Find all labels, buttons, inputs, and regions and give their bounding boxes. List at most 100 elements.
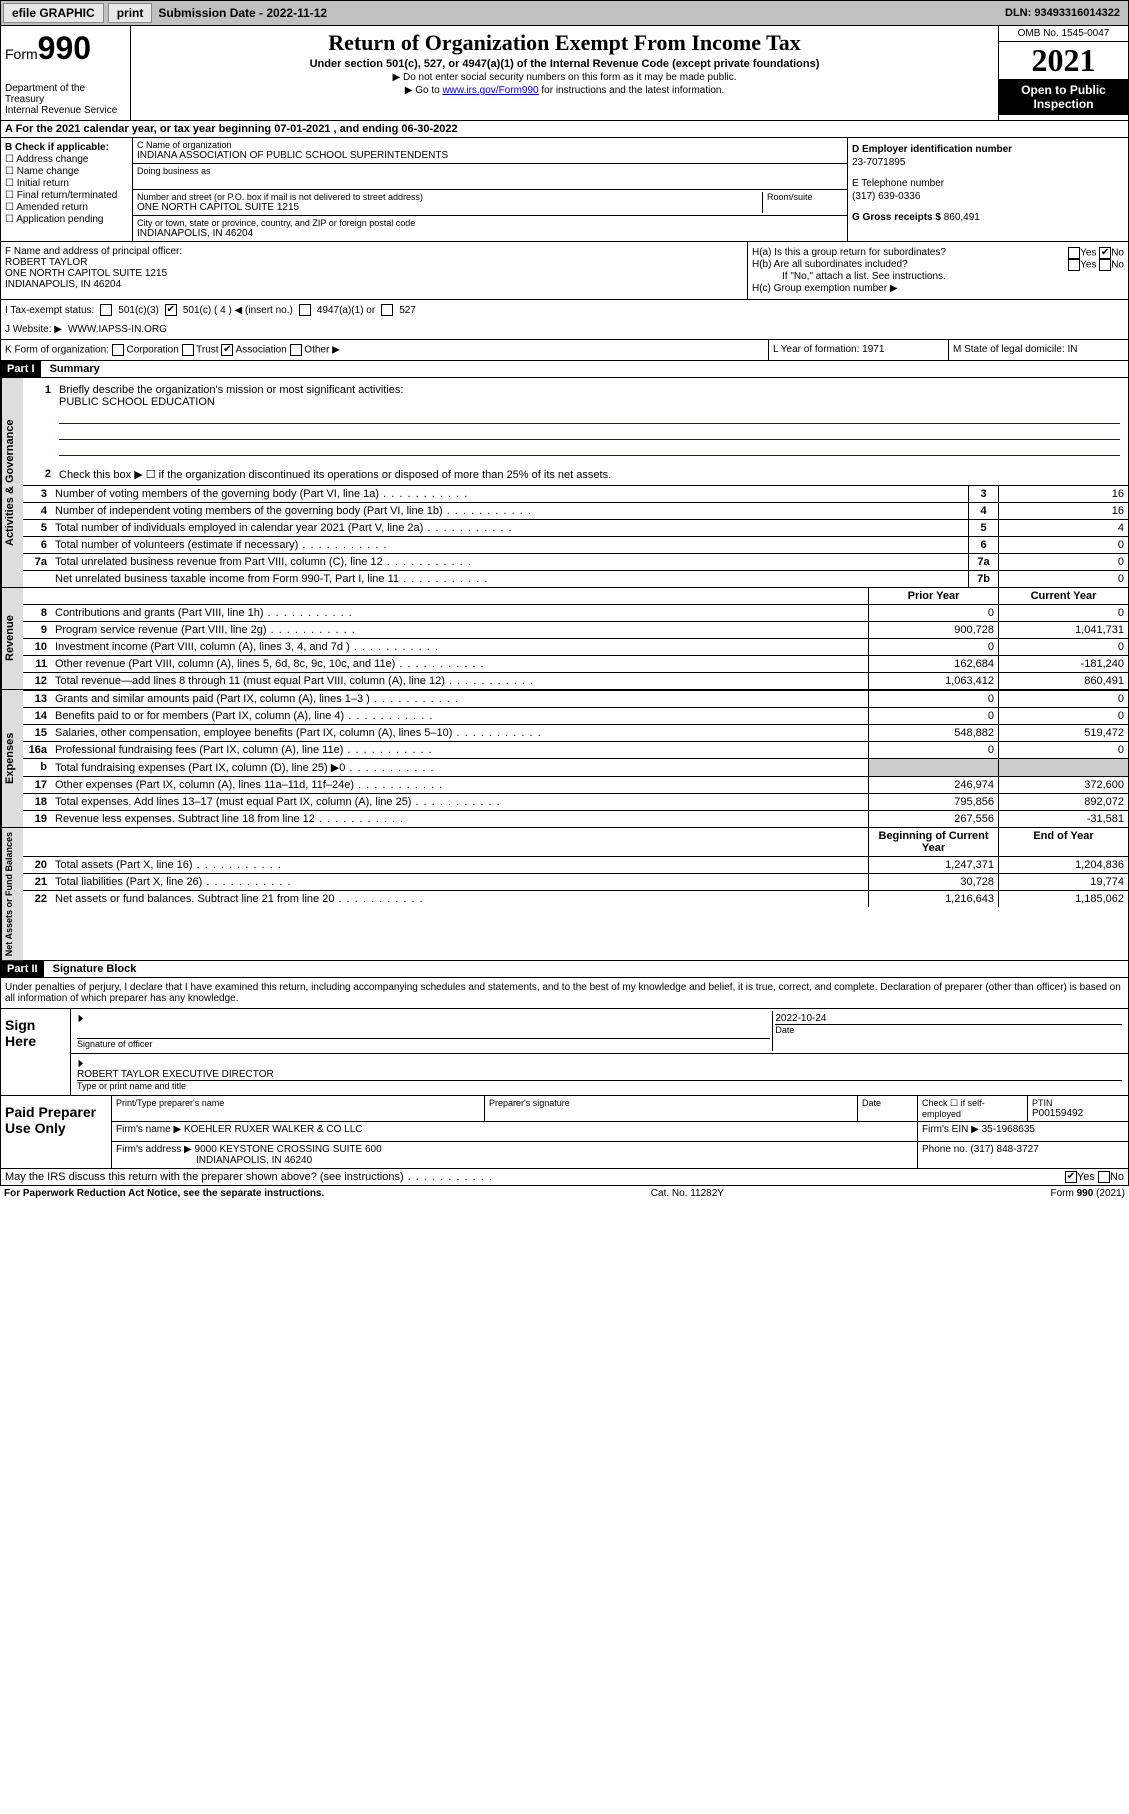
ha-yes[interactable] <box>1068 247 1080 259</box>
top-toolbar: efile GRAPHIC print Submission Date - 20… <box>0 0 1129 26</box>
form-title: Return of Organization Exempt From Incom… <box>135 30 994 56</box>
hc-label: H(c) Group exemption number ▶ <box>752 283 1124 294</box>
summary-row: 21Total liabilities (Part X, line 26)30,… <box>23 873 1128 890</box>
org-name-label: C Name of organization <box>137 140 843 150</box>
dln-label: DLN: 93493316014322 <box>331 7 1128 19</box>
summary-row: 17Other expenses (Part IX, column (A), l… <box>23 776 1128 793</box>
hb-yes[interactable] <box>1068 259 1080 271</box>
vtab-net-assets: Net Assets or Fund Balances <box>1 828 23 960</box>
goto-line: ▶ Go to www.irs.gov/Form990 for instruct… <box>135 85 994 96</box>
summary-row: Net unrelated business taxable income fr… <box>23 570 1128 587</box>
box-m: M State of legal domicile: IN <box>948 340 1128 360</box>
suite-label: Room/suite <box>767 192 843 202</box>
section-fh: F Name and address of principal officer:… <box>0 242 1129 300</box>
header-left: Form990 Department of the Treasury Inter… <box>1 26 131 120</box>
gross-receipts-label: G Gross receipts $ <box>852 212 941 223</box>
firm-name: KOEHLER RUXER WALKER & CO LLC <box>184 1124 363 1135</box>
boy-header: Beginning of Current Year <box>868 828 998 856</box>
chk-assoc[interactable]: ✔ <box>221 344 233 356</box>
chk-address-change[interactable]: ☐ Address change <box>5 154 128 165</box>
website-label: J Website: ▶ <box>5 324 62 335</box>
part-i-body: Activities & Governance 1Briefly describ… <box>0 378 1129 961</box>
revenue-section: Prior YearCurrent Year 8Contributions an… <box>23 588 1128 689</box>
part-i-title: Summary <box>44 361 106 377</box>
line-2: Check this box ▶ ☐ if the organization d… <box>55 466 1124 483</box>
chk-initial-return[interactable]: ☐ Initial return <box>5 178 128 189</box>
self-employed-check[interactable]: Check ☐ if self-employed <box>922 1098 1023 1119</box>
mission-label: Briefly describe the organization's miss… <box>59 384 403 396</box>
form-header: Form990 Department of the Treasury Inter… <box>0 26 1129 121</box>
discuss-yes[interactable]: ✔ <box>1065 1171 1077 1183</box>
chk-trust[interactable] <box>182 344 194 356</box>
firm-addr1: 9000 KEYSTONE CROSSING SUITE 600 <box>195 1144 382 1155</box>
eoy-header: End of Year <box>998 828 1128 856</box>
chk-4947a1[interactable] <box>299 304 311 316</box>
print-button[interactable]: print <box>108 3 153 23</box>
chk-application-pending[interactable]: ☐ Application pending <box>5 214 128 225</box>
irs-discuss-row: May the IRS discuss this return with the… <box>0 1169 1129 1186</box>
hb-note: If "No," attach a list. See instructions… <box>752 271 1124 282</box>
discuss-no[interactable] <box>1098 1171 1110 1183</box>
vtab-activities-governance: Activities & Governance <box>1 378 23 587</box>
firm-addr2: INDIANAPOLIS, IN 46240 <box>196 1155 312 1166</box>
chk-501c3[interactable] <box>100 304 112 316</box>
firm-ein: 35-1968635 <box>982 1124 1035 1135</box>
submission-date-label: Submission Date - 2022-11-12 <box>154 6 331 20</box>
summary-row: 14Benefits paid to or for members (Part … <box>23 707 1128 724</box>
chk-amended-return[interactable]: ☐ Amended return <box>5 202 128 213</box>
city-label: City or town, state or province, country… <box>137 218 843 228</box>
summary-row: 18Total expenses. Add lines 13–17 (must … <box>23 793 1128 810</box>
ssn-warning: ▶ Do not enter social security numbers o… <box>135 72 994 83</box>
ha-no[interactable]: ✔ <box>1099 247 1111 259</box>
org-name: INDIANA ASSOCIATION OF PUBLIC SCHOOL SUP… <box>137 150 843 161</box>
page-footer: For Paperwork Reduction Act Notice, see … <box>0 1186 1129 1201</box>
summary-row: 13Grants and similar amounts paid (Part … <box>23 690 1128 707</box>
omb-number: OMB No. 1545-0047 <box>999 26 1128 42</box>
part-ii-header: Part II Signature Block <box>0 961 1129 978</box>
chk-527[interactable] <box>381 304 393 316</box>
chk-501c[interactable]: ✔ <box>165 304 177 316</box>
dept-treasury: Department of the Treasury <box>5 83 126 105</box>
chk-name-change[interactable]: ☐ Name change <box>5 166 128 177</box>
irs-form990-link[interactable]: www.irs.gov/Form990 <box>442 85 538 96</box>
box-c: C Name of organizationINDIANA ASSOCIATIO… <box>133 138 848 241</box>
part-ii-title: Signature Block <box>47 961 143 977</box>
summary-row: 8Contributions and grants (Part VIII, li… <box>23 604 1128 621</box>
ha-label: H(a) Is this a group return for subordin… <box>752 247 946 258</box>
expenses-section: 13Grants and similar amounts paid (Part … <box>23 690 1128 827</box>
box-f: F Name and address of principal officer:… <box>1 242 748 299</box>
box-l: L Year of formation: 1971 <box>768 340 948 360</box>
line-a-tax-year: A For the 2021 calendar year, or tax yea… <box>0 121 1129 138</box>
part-i-header: Part I Summary <box>0 361 1129 378</box>
sign-here-label: Sign Here <box>1 1009 71 1095</box>
part-ii-badge: Part II <box>1 961 44 977</box>
box-k: K Form of organization: Corporation Trus… <box>1 340 768 360</box>
chk-final-return[interactable]: ☐ Final return/terminated <box>5 190 128 201</box>
irs-label: Internal Revenue Service <box>5 105 126 116</box>
signature-block: Under penalties of perjury, I declare th… <box>0 978 1129 1096</box>
hb-label: H(b) Are all subordinates included? <box>752 259 908 270</box>
header-right: OMB No. 1545-0047 2021 Open to Public In… <box>998 26 1128 120</box>
summary-row: 20Total assets (Part X, line 16)1,247,37… <box>23 856 1128 873</box>
sig-date: 2022-10-24 <box>775 1013 1122 1024</box>
summary-row: 12Total revenue—add lines 8 through 11 (… <box>23 672 1128 689</box>
officer-name: ROBERT TAYLOR <box>5 257 743 268</box>
gross-receipts-value: 860,491 <box>944 212 980 223</box>
name-title-label: Type or print name and title <box>77 1080 1122 1091</box>
phone-label: E Telephone number <box>852 178 1124 189</box>
ein-value: 23-7071895 <box>852 157 1124 168</box>
city-state-zip: INDIANAPOLIS, IN 46204 <box>137 228 843 239</box>
sig-date-label: Date <box>775 1024 1122 1035</box>
mission-text: PUBLIC SCHOOL EDUCATION <box>59 396 215 408</box>
sig-officer-label: Signature of officer <box>77 1038 770 1049</box>
vtab-expenses: Expenses <box>1 690 23 827</box>
chk-corp[interactable] <box>112 344 124 356</box>
website-value: WWW.IAPSS-IN.ORG <box>68 324 167 335</box>
perjury-declaration: Under penalties of perjury, I declare th… <box>1 978 1128 1008</box>
addr-label: Number and street (or P.O. box if mail i… <box>137 192 758 202</box>
chk-other[interactable] <box>290 344 302 356</box>
box-deg: D Employer identification number 23-7071… <box>848 138 1128 241</box>
summary-row: 4Number of independent voting members of… <box>23 502 1128 519</box>
vtab-revenue: Revenue <box>1 588 23 689</box>
hb-no[interactable] <box>1099 259 1111 271</box>
